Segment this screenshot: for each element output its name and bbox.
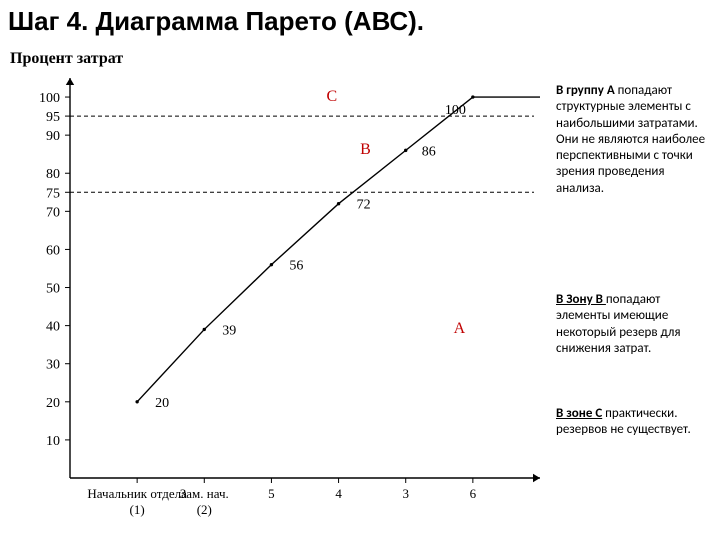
data-point [203,328,206,331]
pareto-curve [137,97,540,402]
x-tick-label: 6 [470,486,477,501]
y-tick-label: 10 [46,434,60,449]
y-tick-label: 60 [46,243,60,258]
x-tick-sublabel: (1) [130,502,145,517]
data-point-label: 86 [422,144,436,159]
sidebar-lead: В зоне С [556,406,602,421]
zone-label: A [454,320,466,337]
pareto-chart: 10 20 30 40 50 60 70 80 90 100 75 95 Начальник отдел… [22,66,556,524]
data-point-label: 56 [289,259,303,274]
data-point-label: 100 [445,103,466,118]
x-tick-label: 3 [402,486,409,501]
sidebar-lead: В Зону В [556,292,606,307]
data-point-label: 39 [222,323,236,338]
y-tick-label: 70 [46,205,60,220]
zone-label: B [360,141,371,158]
y-axis-arrow [66,78,74,85]
data-point-label: 20 [155,396,169,411]
x-tick-label: Начальник отдела [87,486,187,501]
y-tick-label: 95 [46,110,60,125]
x-tick-label: Зам. нач. [180,486,229,501]
data-point [404,149,407,152]
sidebar-rest: попадают структурные элементы с наибольш… [556,83,705,196]
y-tick-label: 40 [46,320,60,335]
y-tick-label: 90 [46,129,60,144]
x-tick-sublabel: (2) [197,502,212,517]
y-tick-label: 50 [46,282,60,297]
sidebar-block: В зоне С практически. резервов не сущест… [556,406,711,439]
y-tick-label: 20 [46,396,60,411]
data-point [471,95,474,98]
data-point-label: 72 [357,198,371,213]
data-point [270,263,273,266]
sidebar-block: В Зону В попадают элементы имеющие некот… [556,292,711,357]
x-tick-label: 4 [335,486,342,501]
sidebar-block: В группу А попадают структурные элементы… [556,83,711,197]
y-tick-label: 75 [46,186,60,201]
x-axis-arrow [533,474,540,482]
x-tick-label: 5 [268,486,275,501]
slide-title: Шаг 4. Диаграмма Парето (АВС). [8,6,424,37]
data-point [135,400,138,403]
sidebar-lead: В группу А [556,83,615,98]
data-point [337,202,340,205]
y-tick-label: 80 [46,167,60,182]
y-tick-label: 30 [46,358,60,373]
y-tick-label: 100 [39,91,60,106]
zone-label: C [327,88,338,105]
